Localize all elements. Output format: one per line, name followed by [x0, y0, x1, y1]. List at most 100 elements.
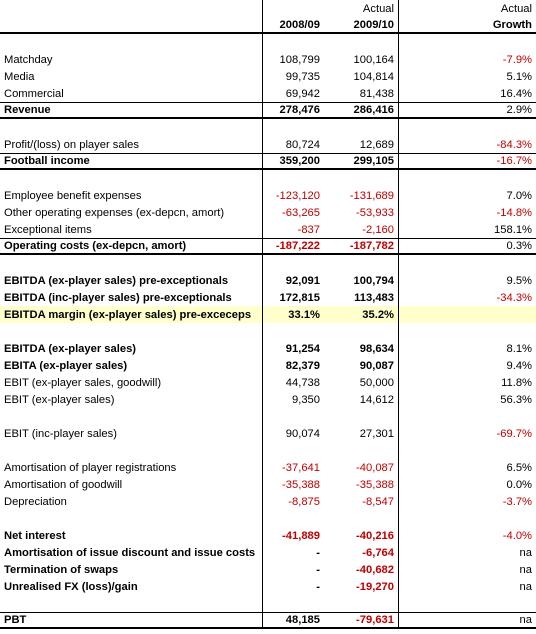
- row-label: Exceptional items: [4, 223, 92, 236]
- table-row: Unrealised FX (loss)/gain - -19,270 na: [0, 578, 536, 595]
- header-2009-cell: Actual: [362, 2, 394, 15]
- value-growth: na: [519, 546, 532, 559]
- table-row: Profit/(loss) on player sales 80,724 12,68…: [0, 136, 536, 153]
- row-label: EBIT (inc-player sales): [4, 427, 117, 440]
- value-growth: na: [519, 614, 532, 626]
- value-2009-10: 14,612: [359, 393, 394, 406]
- value-2009-10: 98,634: [359, 342, 394, 355]
- value-2009-10: -187,782: [349, 240, 394, 252]
- row-label: Other operating expenses (ex-depcn, amor…: [4, 206, 225, 219]
- row-label: Unrealised FX (loss)/gain: [4, 580, 138, 593]
- value-2009-10: 100,794: [353, 274, 394, 287]
- value-2008-09: 359,200: [279, 155, 320, 167]
- header-2009-cell: 2009/10: [353, 18, 394, 31]
- column-divider: [262, 0, 263, 629]
- table-row: EBITDA (ex-player sales) pre-exceptional…: [0, 272, 536, 289]
- value-2008-09: 90,074: [285, 427, 320, 440]
- table-row: EBIT (inc-player sales) 90,074 27,301 -69.7…: [0, 425, 536, 442]
- value-2009-10: -6,764: [362, 546, 394, 559]
- value-growth: 16.4%: [500, 87, 532, 100]
- table-row: Amortisation of goodwill -35,388 -35,388 0.…: [0, 476, 536, 493]
- value-2009-10: 50,000: [359, 376, 394, 389]
- spacer-row: [0, 408, 536, 425]
- value-2009-10: -131,689: [349, 189, 394, 202]
- row-label: Profit/(loss) on player sales: [4, 138, 139, 151]
- value-growth: -84.3%: [496, 138, 532, 151]
- value-2009-10: 286,416: [353, 104, 394, 116]
- table-row: Commercial 69,942 81,438 16.4%: [0, 85, 536, 102]
- value-growth: -16.7%: [496, 155, 532, 167]
- value-growth: 6.5%: [506, 461, 533, 474]
- value-2009-10: -19,270: [356, 580, 394, 593]
- value-2008-09: 99,735: [285, 70, 320, 83]
- value-growth: na: [519, 580, 532, 593]
- value-growth: -3.7%: [502, 495, 532, 508]
- table-row: Amortisation of issue discount and issue…: [0, 544, 536, 561]
- header-growth-cell: Growth: [492, 18, 532, 31]
- value-growth: -7.9%: [502, 53, 532, 66]
- value-2008-09: -123,120: [275, 189, 320, 202]
- spacer-row: [0, 170, 536, 187]
- value-2008-09: -37,641: [282, 461, 320, 474]
- value-growth: 0.3%: [506, 240, 533, 252]
- value-2008-09: -837: [297, 223, 320, 236]
- value-2009-10: 27,301: [359, 427, 394, 440]
- table-row: Employee benefit expenses -123,120 -131,68…: [0, 187, 536, 204]
- value-2008-09: 91,254: [285, 342, 320, 355]
- value-growth: [470, 306, 532, 323]
- value-2009-10: -2,160: [362, 223, 394, 236]
- table-row: Media 99,735 104,814 5.1%: [0, 68, 536, 85]
- value-2008-09: -41,889: [282, 529, 320, 542]
- table-row: Depreciation -8,875 -8,547 -3.7%: [0, 493, 536, 510]
- value-2008-09: 172,815: [279, 291, 320, 304]
- value-2009-10: 299,105: [353, 155, 394, 167]
- table-row: EBITA (ex-player sales) 82,379 90,087 9.4%: [0, 357, 536, 374]
- table-row: EBITDA margin (ex-player sales) pre-exce…: [0, 306, 536, 323]
- value-growth: 5.1%: [506, 70, 533, 83]
- value-2008-09: 33.1%: [288, 308, 320, 321]
- value-2009-10: 104,814: [353, 70, 394, 83]
- value-growth: 158.1%: [494, 223, 532, 236]
- column-divider: [398, 0, 399, 629]
- row-label: Football income: [4, 155, 90, 167]
- value-2009-10: -40,682: [356, 563, 394, 576]
- row-label: Depreciation: [4, 495, 67, 508]
- value-growth: 8.1%: [506, 342, 533, 355]
- value-2009-10: -53,933: [356, 206, 394, 219]
- value-2008-09: -: [316, 580, 320, 593]
- spacer-row: [0, 255, 536, 272]
- table-row: Net interest -41,889 -40,216 -4.0%: [0, 527, 536, 544]
- row-label: EBITDA (ex-player sales) pre-exceptional…: [4, 274, 229, 287]
- value-2008-09: 108,799: [279, 53, 320, 66]
- row-label: Amortisation of goodwill: [4, 478, 123, 491]
- row-label: EBITA (ex-player sales): [4, 359, 128, 372]
- value-2008-09: -8,875: [288, 495, 320, 508]
- value-growth: na: [519, 563, 532, 576]
- value-2008-09: 92,091: [285, 274, 320, 287]
- value-2008-09: 80,724: [285, 138, 320, 151]
- table-row: Other operating expenses (ex-depcn, amor…: [0, 204, 536, 221]
- row-label: Commercial: [4, 87, 64, 100]
- header-2008-cell: 2008/09: [279, 18, 320, 31]
- value-2009-10: 113,483: [354, 291, 394, 304]
- value-2009-10: 81,438: [359, 87, 394, 100]
- value-2009-10: -35,388: [356, 478, 394, 491]
- value-2009-10: -8,547: [362, 495, 394, 508]
- table-row: Revenue 278,476 286,416 2.9%: [0, 102, 536, 119]
- spacer-row: [0, 34, 536, 51]
- value-growth: -4.0%: [502, 529, 532, 542]
- row-label: Employee benefit expenses: [4, 189, 142, 202]
- row-label: Net interest: [4, 529, 66, 542]
- header-growth-cell: Actual: [500, 2, 532, 15]
- value-growth: 0.0%: [506, 478, 533, 491]
- value-2009-10: -79,631: [356, 614, 394, 626]
- value-2009-10: 90,087: [359, 359, 394, 372]
- value-growth: -14.8%: [496, 206, 532, 219]
- value-growth: 9.5%: [506, 274, 533, 287]
- row-label: Media: [4, 70, 35, 83]
- spacer-row: [0, 119, 536, 136]
- value-2008-09: -63,265: [282, 206, 320, 219]
- value-growth: 9.4%: [506, 359, 533, 372]
- value-growth: -69.7%: [496, 427, 532, 440]
